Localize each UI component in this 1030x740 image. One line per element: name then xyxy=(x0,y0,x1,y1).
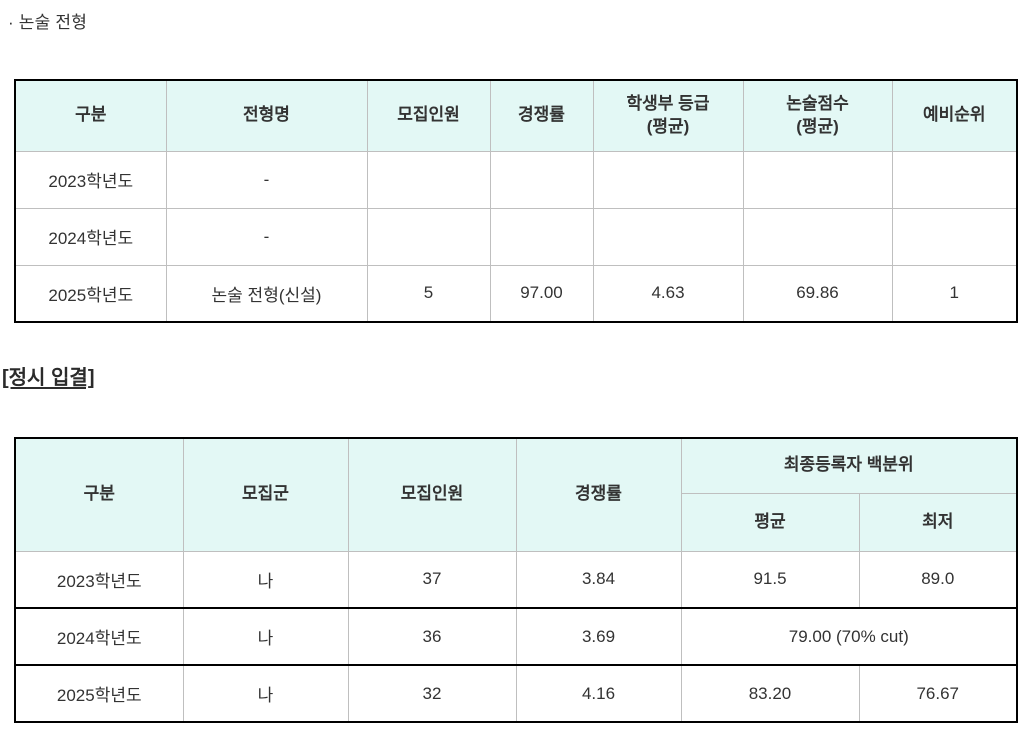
table-cell-merged-percentile: 79.00 (70% cut) xyxy=(680,607,1018,666)
table-cell: 89.0 xyxy=(858,550,1018,609)
table-cell: 97.00 xyxy=(489,264,594,323)
jeongsi-section-title: [정시 입결] xyxy=(2,367,95,389)
column-header-final-percentile-group: 최종등록자 백분위 xyxy=(680,437,1018,494)
column-header-essay-score: 논술점수 (평균) xyxy=(742,79,893,152)
table-cell: 논술 전형(신설) xyxy=(165,264,368,323)
table-cell xyxy=(489,207,594,266)
table-cell xyxy=(742,207,893,266)
essay-section-title: · 논술 전형 xyxy=(8,13,88,32)
column-header-capacity: 모집인원 xyxy=(347,437,517,552)
column-header-recruit-group: 모집군 xyxy=(182,437,349,552)
column-header-capacity: 모집인원 xyxy=(366,79,491,152)
table-cell: - xyxy=(165,150,368,209)
table-cell: 2024학년도 xyxy=(14,607,184,666)
table-cell: 나 xyxy=(182,550,349,609)
table-cell xyxy=(592,150,744,209)
table-cell: 5 xyxy=(366,264,491,323)
table-cell: 2025학년도 xyxy=(14,664,184,723)
essay-admission-table: 구분 전형명 모집인원 경쟁률 학생부 등급 (평균) 논술점수 (평균) 예비… xyxy=(14,79,1018,323)
table-cell: - xyxy=(165,207,368,266)
table-cell xyxy=(592,207,744,266)
table-cell xyxy=(366,150,491,209)
table-cell: 69.86 xyxy=(742,264,893,323)
table-cell: 4.16 xyxy=(515,664,682,723)
table-row-2024: 2024학년도 나 36 3.69 79.00 (70% cut) xyxy=(14,607,1018,666)
table-cell: 4.63 xyxy=(592,264,744,323)
column-header-gubun: 구분 xyxy=(14,79,167,152)
table-cell: 36 xyxy=(347,607,517,666)
column-header-ratio: 경쟁률 xyxy=(515,437,682,552)
table-row-2024: 2024학년도 - xyxy=(14,207,1018,266)
table-cell: 나 xyxy=(182,607,349,666)
essay-table-header-row: 구분 전형명 모집인원 경쟁률 학생부 등급 (평균) 논술점수 (평균) 예비… xyxy=(14,79,1018,152)
jeongsi-table-header-row-2: 평균 최저 xyxy=(15,492,1018,552)
table-cell: 1 xyxy=(891,264,1018,323)
column-header-ratio: 경쟁률 xyxy=(489,79,594,152)
table-cell: 32 xyxy=(347,664,517,723)
table-cell xyxy=(891,207,1018,266)
regular-admission-table: 구분 모집군 모집인원 경쟁률 최종등록자 백분위 평균 최저 2023학년도 … xyxy=(14,437,1018,723)
table-cell xyxy=(891,150,1018,209)
table-row-2023: 2023학년도 나 37 3.84 91.5 89.0 xyxy=(14,550,1018,609)
table-cell: 2024학년도 xyxy=(14,207,167,266)
table-cell: 나 xyxy=(182,664,349,723)
table-row-2025: 2025학년도 나 32 4.16 83.20 76.67 xyxy=(14,664,1018,723)
table-row-2023: 2023학년도 - xyxy=(14,150,1018,209)
table-cell xyxy=(489,150,594,209)
table-cell: 91.5 xyxy=(680,550,860,609)
table-cell xyxy=(742,150,893,209)
table-cell: 2023학년도 xyxy=(14,150,167,209)
table-cell: 2025학년도 xyxy=(14,264,167,323)
table-cell: 83.20 xyxy=(680,664,860,723)
column-header-average: 평균 xyxy=(680,492,860,552)
table-cell: 3.69 xyxy=(515,607,682,666)
column-header-minimum: 최저 xyxy=(858,492,1018,552)
table-cell: 76.67 xyxy=(858,664,1018,723)
table-cell: 2023학년도 xyxy=(14,550,184,609)
column-header-waitlist-rank: 예비순위 xyxy=(891,79,1018,152)
column-header-gubun: 구분 xyxy=(14,437,184,552)
column-header-record-grade: 학생부 등급 (평균) xyxy=(592,79,744,152)
table-cell: 3.84 xyxy=(515,550,682,609)
jeongsi-table-header-row-1: 구분 모집군 모집인원 경쟁률 최종등록자 백분위 xyxy=(14,437,1018,552)
table-cell xyxy=(366,207,491,266)
table-row-2025: 2025학년도 논술 전형(신설) 5 97.00 4.63 69.86 1 xyxy=(14,264,1018,323)
column-header-track-name: 전형명 xyxy=(165,79,368,152)
table-cell: 37 xyxy=(347,550,517,609)
